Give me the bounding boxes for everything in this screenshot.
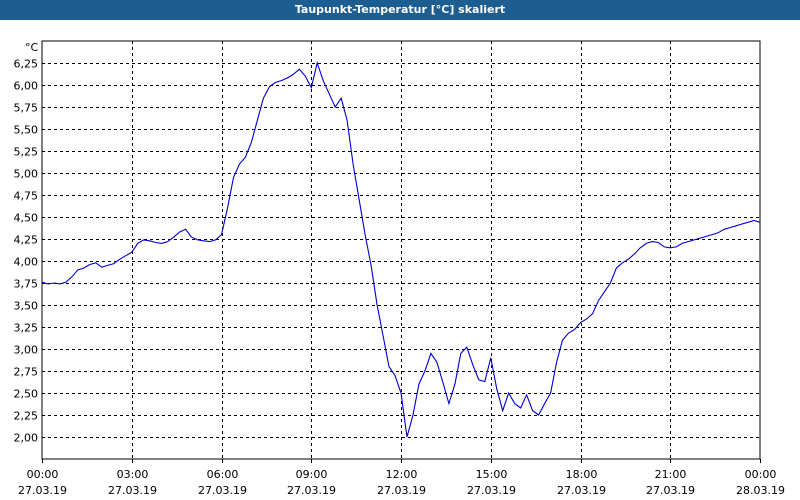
axis-labels: 2,00 2,25 2,50 2,75 3,00 3,25 3,50 3,75 4,00 4,25… <box>14 58 785 498</box>
y-tick-label: 2,50 <box>14 388 39 401</box>
y-tick-label: 3,25 <box>14 322 39 335</box>
x-tick-time-label: 00:00 <box>745 468 777 481</box>
x-tick-date-label: 27.03.19 <box>198 484 247 497</box>
x-tick-time-label: 09:00 <box>296 468 328 481</box>
y-tick-label: 2,25 <box>14 410 39 423</box>
x-tick-time-label: 12:00 <box>386 468 418 481</box>
y-tick-label: 4,25 <box>14 234 39 247</box>
y-tick-label: 5,00 <box>14 168 39 181</box>
x-tick-date-label: 27.03.19 <box>646 484 695 497</box>
y-tick-label: 5,25 <box>14 146 39 159</box>
y-tick-label: 3,00 <box>14 344 39 357</box>
y-tick-label: 4,75 <box>14 190 39 203</box>
y-tick-label: 5,75 <box>14 102 39 115</box>
x-tick-time-label: 15:00 <box>476 468 508 481</box>
y-tick-label: 3,75 <box>14 278 39 291</box>
series-line-dew-point <box>41 61 761 438</box>
x-tick-date-label: 27.03.19 <box>287 484 336 497</box>
y-tick-label: 2,75 <box>14 366 39 379</box>
y-unit-label: °C <box>25 41 39 54</box>
y-tick-label: 5,50 <box>14 124 39 137</box>
x-tick-date-label: 27.03.19 <box>557 484 606 497</box>
x-tick-time-label: 21:00 <box>655 468 687 481</box>
x-tick-date-label: 28.03.19 <box>736 484 785 497</box>
x-tick-date-label: 27.03.19 <box>108 484 157 497</box>
x-tick-date-label: 27.03.19 <box>18 484 67 497</box>
y-tick-label: 4,50 <box>14 212 39 225</box>
y-tick-label: 3,50 <box>14 300 39 313</box>
y-tick-label: 4,00 <box>14 256 39 269</box>
x-tick-time-label: 00:00 <box>27 468 59 481</box>
x-tick-date-label: 27.03.19 <box>377 484 426 497</box>
chart-title-bar: Taupunkt-Temperatur [°C] skaliert <box>0 0 800 20</box>
x-tick-date-label: 27.03.19 <box>467 484 516 497</box>
y-tick-label: 6,25 <box>14 58 39 71</box>
x-tick-time-label: 03:00 <box>117 468 149 481</box>
y-tick-label: 6,00 <box>14 80 39 93</box>
x-tick-time-label: 18:00 <box>566 468 598 481</box>
x-tick-time-label: 06:00 <box>207 468 239 481</box>
grid-lines <box>42 41 760 459</box>
y-tick-label: 2,00 <box>14 432 39 445</box>
